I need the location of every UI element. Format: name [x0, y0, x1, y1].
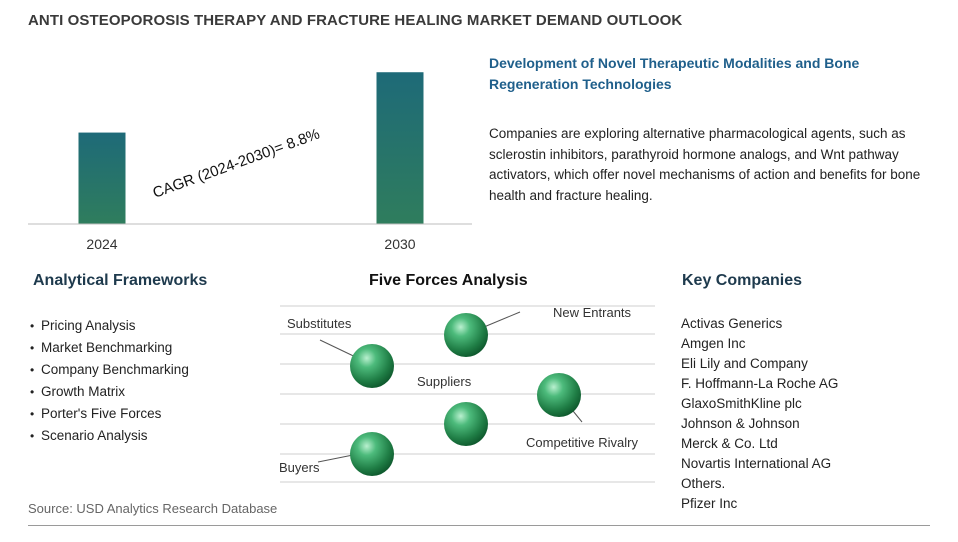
force-label-substitutes: Substitutes	[287, 316, 352, 331]
list-item: Johnson & Johnson	[681, 416, 800, 431]
bullet: •	[30, 319, 35, 333]
force-label-competitive-rivalry: Competitive Rivalry	[526, 435, 638, 450]
companies-list: Activas Generics Amgen Inc Eli Lily and …	[681, 314, 838, 514]
list-item: Merck & Co. Ltd	[681, 436, 778, 451]
five-forces-diagram: Substitutes New Entrants Suppliers Compe…	[279, 305, 655, 483]
force-label-buyers: Buyers	[279, 460, 320, 475]
five-forces-heading: Five Forces Analysis	[369, 272, 528, 289]
bullet: •	[30, 341, 35, 355]
list-item: Pfizer Inc	[681, 496, 738, 511]
bar-2024	[78, 132, 126, 224]
list-item: Activas Generics	[681, 316, 783, 331]
frameworks-heading: Analytical Frameworks	[33, 272, 208, 289]
bullet: •	[30, 429, 35, 443]
bar-2030	[376, 72, 424, 224]
page-title: ANTI OSTEOPOROSIS THERAPY AND FRACTURE H…	[28, 12, 683, 29]
list-item: • Company Benchmarking	[30, 359, 189, 381]
cagr-annotation: CAGR (2024-2030)= 8.8%	[151, 125, 323, 201]
bullet: •	[30, 363, 35, 377]
insight-text: Companies are exploring alternative phar…	[489, 126, 921, 203]
force-label-new-entrants: New Entrants	[553, 305, 632, 320]
list-item: Amgen Inc	[681, 336, 746, 351]
companies-heading: Key Companies	[682, 272, 803, 289]
framework-item-label: Porter's Five Forces	[41, 406, 162, 421]
force-sphere-substitutes	[350, 344, 394, 388]
framework-item-label: Scenario Analysis	[41, 428, 148, 443]
frameworks-list: • Pricing Analysis • Market Benchmarking •…	[30, 315, 189, 447]
list-item: Others.	[681, 476, 726, 491]
list-item: Novartis International AG	[681, 456, 832, 471]
list-item: • Scenario Analysis	[30, 425, 189, 447]
list-item: • Market Benchmarking	[30, 337, 189, 359]
force-sphere-suppliers	[444, 402, 488, 446]
force-sphere-new-entrants	[444, 313, 488, 357]
bottom-divider	[28, 525, 930, 526]
list-item: • Growth Matrix	[30, 381, 189, 403]
bullet: •	[30, 385, 35, 399]
force-sphere-buyers	[350, 432, 394, 476]
list-item: • Pricing Analysis	[30, 315, 189, 337]
list-item: GlaxoSmithKline plc	[681, 396, 802, 411]
x-tick-label: 2024	[86, 236, 117, 252]
source-note: Source: USD Analytics Research Database	[28, 501, 278, 516]
force-label-suppliers: Suppliers	[417, 374, 472, 389]
framework-item-label: Pricing Analysis	[41, 318, 136, 333]
market-bar-chart: 2024 2030 CAGR (2024-2030)= 8.8%	[28, 72, 472, 252]
list-item: F. Hoffmann-La Roche AG	[681, 376, 839, 391]
framework-item-label: Growth Matrix	[41, 384, 126, 399]
x-tick-label: 2030	[384, 236, 415, 252]
framework-item-label: Company Benchmarking	[41, 362, 189, 377]
insight-title: Development of Novel Therapeutic Modalit…	[489, 55, 860, 92]
force-sphere-competitive-rivalry	[537, 373, 581, 417]
list-item: Eli Lily and Company	[681, 356, 808, 371]
list-item: • Porter's Five Forces	[30, 403, 189, 425]
framework-item-label: Market Benchmarking	[41, 340, 173, 355]
bullet: •	[30, 407, 35, 421]
